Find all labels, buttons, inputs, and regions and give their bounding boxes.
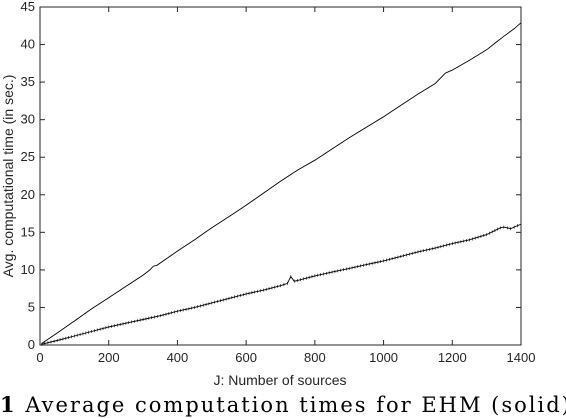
series-layer	[41, 22, 522, 346]
x-tick-label: 800	[304, 350, 326, 365]
y-tick-label: 45	[21, 0, 35, 14]
line-chart: 0 200 400 600 800 1000 1200 1400 0 5 10 15 20 25 30 35…	[0, 0, 535, 388]
figure-caption: 1 Average computation times for EHM (sol…	[0, 392, 566, 418]
x-axis-label: J: Number of sources	[213, 372, 346, 388]
x-tick-label: 1200	[438, 350, 467, 365]
y-axis-label: Avg. computational time (in sec.)	[0, 75, 16, 278]
x-tick-label: 1000	[369, 350, 398, 365]
series-line-2	[41, 223, 522, 345]
y-tick-label: 20	[21, 187, 35, 202]
y-tick-label: 10	[21, 262, 35, 277]
y-tick-label: 25	[21, 149, 35, 164]
y-axis-ticks: 0 5 10 15 20 25 30 35 40 45	[21, 0, 521, 352]
y-tick-label: 0	[28, 337, 35, 352]
figure-number: 1	[0, 392, 17, 417]
y-tick-label: 15	[21, 224, 35, 239]
x-tick-label: 200	[98, 350, 120, 365]
x-tick-label: 400	[167, 350, 189, 365]
y-tick-label: 5	[28, 299, 35, 314]
plot-area-frame	[39, 6, 522, 346]
x-tick-label: 600	[235, 350, 257, 365]
series-line-1	[41, 22, 522, 344]
x-axis-ticks: 0 200 400 600 800 1000 1200 1400	[36, 7, 535, 365]
y-tick-label: 30	[21, 112, 35, 127]
x-tick-label: 0	[36, 350, 43, 365]
y-tick-label: 35	[21, 74, 35, 89]
caption-text: Average computation times for EHM (solid…	[25, 393, 566, 417]
y-tick-label: 40	[21, 37, 35, 52]
x-tick-label: 1400	[507, 350, 536, 365]
